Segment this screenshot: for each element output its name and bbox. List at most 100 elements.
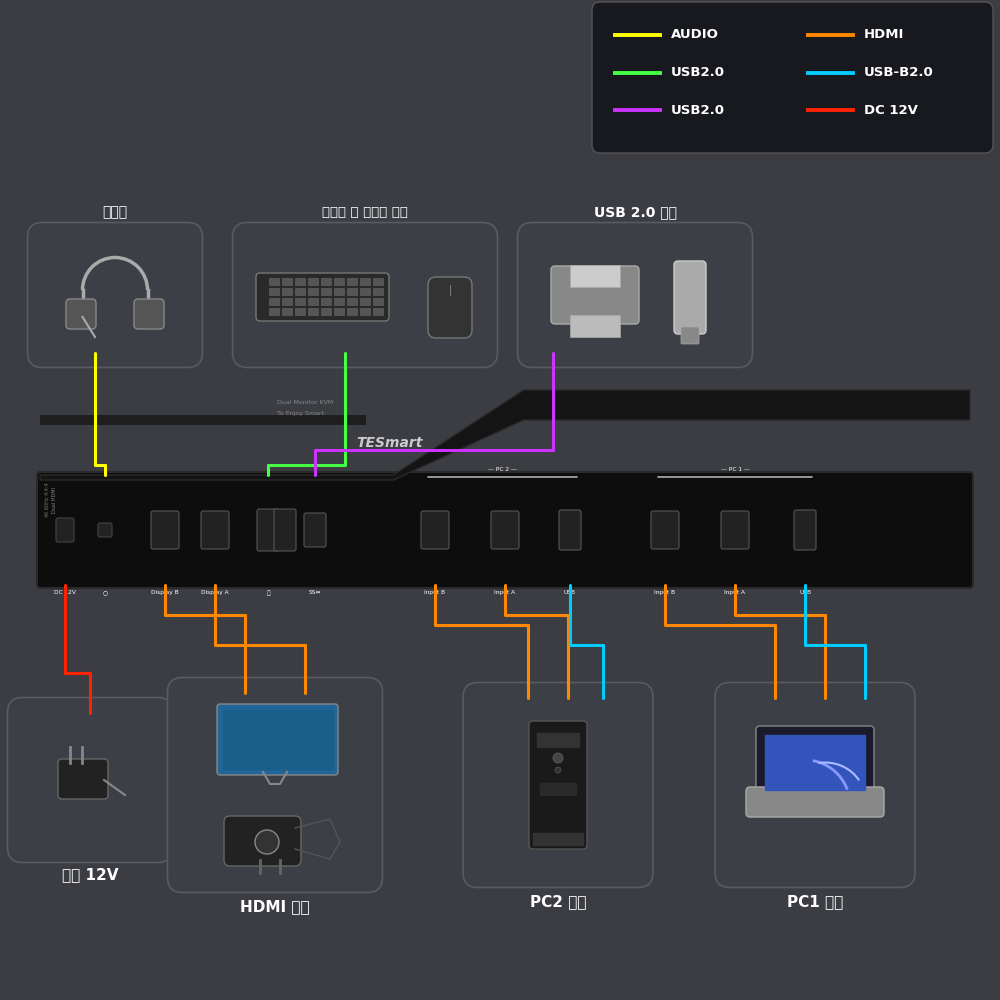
FancyBboxPatch shape <box>529 721 587 849</box>
Polygon shape <box>40 415 366 425</box>
FancyBboxPatch shape <box>347 308 358 316</box>
FancyBboxPatch shape <box>373 288 384 296</box>
FancyBboxPatch shape <box>308 288 319 296</box>
Text: USB-B2.0: USB-B2.0 <box>864 66 933 79</box>
FancyBboxPatch shape <box>217 704 338 775</box>
FancyBboxPatch shape <box>334 298 345 306</box>
FancyBboxPatch shape <box>98 523 112 537</box>
FancyBboxPatch shape <box>257 509 279 551</box>
FancyBboxPatch shape <box>269 288 280 296</box>
FancyBboxPatch shape <box>592 2 993 153</box>
Circle shape <box>555 767 561 773</box>
FancyBboxPatch shape <box>518 223 753 367</box>
FancyBboxPatch shape <box>304 513 326 547</box>
Text: USB2.0: USB2.0 <box>671 104 725 116</box>
FancyBboxPatch shape <box>334 288 345 296</box>
FancyBboxPatch shape <box>570 265 620 287</box>
Text: SS⇔: SS⇔ <box>309 590 321 595</box>
FancyBboxPatch shape <box>308 298 319 306</box>
FancyBboxPatch shape <box>674 261 706 334</box>
FancyBboxPatch shape <box>321 298 332 306</box>
FancyBboxPatch shape <box>7 698 173 862</box>
FancyBboxPatch shape <box>334 278 345 286</box>
FancyBboxPatch shape <box>360 308 371 316</box>
FancyBboxPatch shape <box>551 266 639 324</box>
FancyBboxPatch shape <box>282 288 293 296</box>
FancyBboxPatch shape <box>715 682 915 888</box>
Text: — PC 2 —: — PC 2 — <box>488 467 517 472</box>
Text: Input A: Input A <box>724 590 746 595</box>
Text: Dual Monitor KVM: Dual Monitor KVM <box>277 400 333 406</box>
FancyBboxPatch shape <box>373 278 384 286</box>
Text: TESmart: TESmart <box>356 436 423 450</box>
FancyBboxPatch shape <box>269 278 280 286</box>
FancyBboxPatch shape <box>28 223 202 367</box>
FancyBboxPatch shape <box>463 682 653 888</box>
Text: USB2.0: USB2.0 <box>671 66 725 79</box>
Text: PC2 입력: PC2 입력 <box>530 894 586 910</box>
FancyBboxPatch shape <box>360 288 371 296</box>
FancyBboxPatch shape <box>651 511 679 549</box>
FancyBboxPatch shape <box>360 278 371 286</box>
FancyBboxPatch shape <box>347 288 358 296</box>
FancyBboxPatch shape <box>58 759 108 799</box>
FancyBboxPatch shape <box>681 327 699 344</box>
FancyBboxPatch shape <box>373 308 384 316</box>
FancyBboxPatch shape <box>756 726 874 799</box>
Text: 직류 12V: 직류 12V <box>62 867 118 882</box>
Text: USB: USB <box>799 590 811 595</box>
FancyBboxPatch shape <box>295 288 306 296</box>
FancyBboxPatch shape <box>274 509 296 551</box>
Text: ○: ○ <box>102 590 108 595</box>
Text: To Enjoy Smart: To Enjoy Smart <box>277 410 324 416</box>
Text: USB 2.0 포트: USB 2.0 포트 <box>594 206 676 220</box>
FancyBboxPatch shape <box>282 278 293 286</box>
FancyBboxPatch shape <box>224 816 301 866</box>
FancyBboxPatch shape <box>794 510 816 550</box>
FancyBboxPatch shape <box>428 277 472 338</box>
FancyBboxPatch shape <box>347 298 358 306</box>
FancyBboxPatch shape <box>151 511 179 549</box>
FancyBboxPatch shape <box>269 308 280 316</box>
FancyBboxPatch shape <box>282 298 293 306</box>
FancyBboxPatch shape <box>295 278 306 286</box>
Text: Input B: Input B <box>654 590 676 595</box>
FancyBboxPatch shape <box>347 278 358 286</box>
FancyBboxPatch shape <box>721 511 749 549</box>
Text: 4K 60Hz 4:4:4: 4K 60Hz 4:4:4 <box>45 483 50 517</box>
FancyBboxPatch shape <box>282 308 293 316</box>
FancyBboxPatch shape <box>134 299 164 329</box>
FancyBboxPatch shape <box>559 510 581 550</box>
FancyBboxPatch shape <box>334 308 345 316</box>
FancyBboxPatch shape <box>746 787 884 817</box>
FancyBboxPatch shape <box>421 511 449 549</box>
FancyBboxPatch shape <box>308 308 319 316</box>
Text: Display A: Display A <box>201 590 229 595</box>
Text: DC 12V: DC 12V <box>54 590 76 595</box>
Text: DC 12V: DC 12V <box>864 104 917 116</box>
FancyBboxPatch shape <box>570 315 620 337</box>
Text: AUDIO: AUDIO <box>671 28 719 41</box>
FancyBboxPatch shape <box>168 678 383 892</box>
FancyBboxPatch shape <box>321 278 332 286</box>
FancyBboxPatch shape <box>201 511 229 549</box>
Text: Input B: Input B <box>424 590 446 595</box>
FancyBboxPatch shape <box>360 298 371 306</box>
Text: ⬛: ⬛ <box>266 590 270 596</box>
Text: PC1 입력: PC1 입력 <box>787 894 843 910</box>
Text: Dual HDMI: Dual HDMI <box>52 487 57 513</box>
Circle shape <box>553 753 563 763</box>
Circle shape <box>255 830 279 854</box>
FancyBboxPatch shape <box>56 518 74 542</box>
FancyBboxPatch shape <box>308 278 319 286</box>
FancyBboxPatch shape <box>295 308 306 316</box>
FancyBboxPatch shape <box>491 511 519 549</box>
FancyBboxPatch shape <box>256 273 389 321</box>
Text: 키보드 및 마우스 입력: 키보드 및 마우스 입력 <box>322 207 408 220</box>
Polygon shape <box>40 390 970 480</box>
FancyBboxPatch shape <box>37 472 973 588</box>
Text: Input A: Input A <box>494 590 516 595</box>
Text: 스피커: 스피커 <box>102 206 128 220</box>
FancyBboxPatch shape <box>66 299 96 329</box>
FancyBboxPatch shape <box>321 288 332 296</box>
